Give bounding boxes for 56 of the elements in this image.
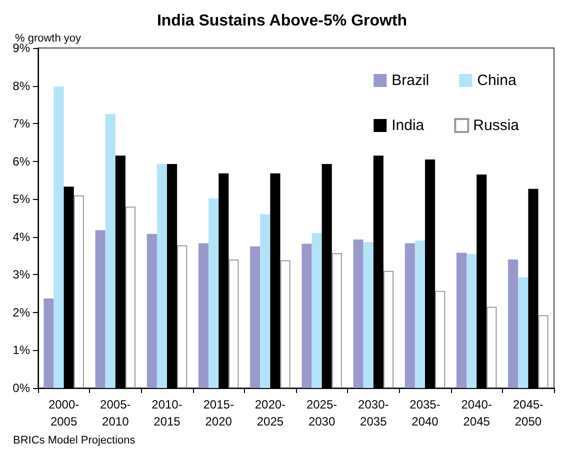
x-tick-label: 2030-2035 bbox=[358, 398, 389, 428]
bar bbox=[146, 234, 157, 388]
bar bbox=[198, 243, 209, 388]
bar bbox=[105, 114, 116, 388]
legend-label: China bbox=[477, 72, 517, 89]
y-tick-label: 5% bbox=[12, 192, 30, 206]
bar bbox=[363, 242, 374, 388]
bar bbox=[508, 260, 518, 388]
bar bbox=[435, 290, 446, 388]
x-tick-label: 2025-2030 bbox=[306, 398, 338, 428]
x-tick-label: 2020-2025 bbox=[254, 398, 286, 428]
y-tick-label: 6% bbox=[12, 154, 30, 168]
bar bbox=[208, 198, 219, 388]
bar bbox=[518, 277, 528, 388]
bar bbox=[177, 245, 188, 388]
bar bbox=[74, 195, 84, 388]
y-tick-label: 1% bbox=[12, 343, 30, 358]
bar bbox=[456, 252, 467, 388]
bar bbox=[280, 260, 290, 388]
bar bbox=[538, 315, 548, 388]
x-tick-label: 2035-2040 bbox=[410, 398, 440, 428]
y-tick-label: 7% bbox=[12, 116, 30, 131]
legend-label: Brazil bbox=[392, 72, 430, 89]
x-tick-label: 2040-2045 bbox=[461, 398, 492, 428]
text: BRICs Model Projections bbox=[13, 434, 136, 446]
y-tick-label: 0% bbox=[12, 381, 30, 395]
bar bbox=[54, 86, 64, 388]
bar bbox=[353, 240, 364, 388]
bar bbox=[250, 246, 260, 388]
y-axis-title: % growth yoy bbox=[15, 32, 82, 44]
bar bbox=[312, 233, 322, 388]
bar bbox=[44, 298, 54, 388]
x-tick-label: 2010-2015 bbox=[152, 398, 182, 428]
bar bbox=[260, 214, 270, 388]
y-tick-label: 2% bbox=[12, 305, 30, 320]
bar bbox=[404, 243, 415, 388]
bar bbox=[228, 260, 239, 388]
bar bbox=[302, 244, 312, 388]
y-tick-label: 3% bbox=[12, 268, 30, 282]
x-tick-label: 2000-2005 bbox=[48, 398, 80, 428]
bar bbox=[383, 270, 394, 388]
bar bbox=[466, 254, 477, 388]
y-tick-label: 4% bbox=[12, 230, 30, 244]
y-tick-label: 8% bbox=[12, 78, 30, 93]
bar bbox=[95, 230, 106, 388]
bar bbox=[414, 240, 425, 388]
bar bbox=[156, 164, 167, 388]
legend-label: India bbox=[392, 117, 425, 134]
x-tick-label: 2005-2010 bbox=[100, 398, 131, 428]
chart-title: India Sustains Above-5% Growth bbox=[156, 12, 408, 30]
bar bbox=[332, 253, 342, 388]
x-tick-label: 2015-2020 bbox=[203, 398, 234, 428]
bar bbox=[486, 306, 497, 388]
legend-label: Russia bbox=[473, 117, 520, 134]
bar bbox=[125, 206, 136, 388]
x-tick-label: 2045-2050 bbox=[512, 398, 544, 428]
